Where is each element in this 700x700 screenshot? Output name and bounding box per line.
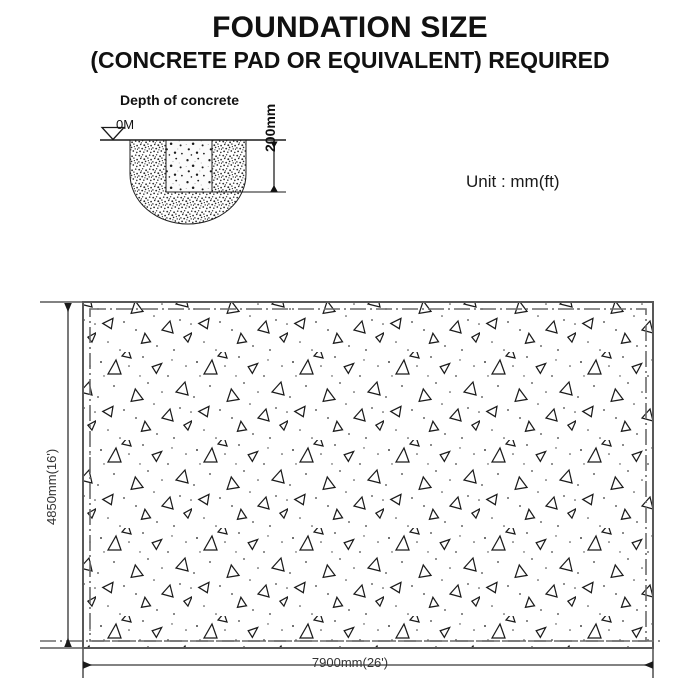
pad-outline [82, 301, 654, 649]
level-marker-triangle-icon [100, 126, 126, 141]
concrete-depth-cross-section [100, 126, 286, 225]
unit-note: Unit : mm(ft) [466, 172, 560, 191]
width-dimension-label: 7900mm(26') [311, 655, 389, 670]
height-dimension-line [64, 303, 72, 647]
pad-concrete-hatch [83, 302, 653, 648]
depth-dimension-line [270, 141, 278, 192]
depth-of-concrete-caption: Depth of concrete [120, 92, 240, 108]
page-subtitle: (CONCRETE PAD OR EQUIVALENT) REQUIRED [90, 46, 610, 73]
height-dimension-label: 4850mm(16') [44, 448, 59, 525]
ground-level-label: 0M [116, 117, 135, 132]
title-block: FOUNDATION SIZE (CONCRETE PAD OR EQUIVAL… [0, 12, 700, 73]
width-dimension-line [83, 661, 653, 669]
page-title: FOUNDATION SIZE [212, 11, 488, 44]
